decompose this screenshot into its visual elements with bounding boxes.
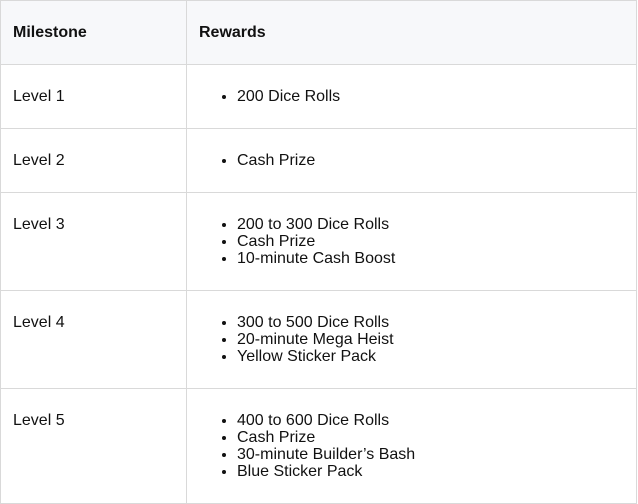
rewards-list: Cash Prize <box>199 152 624 169</box>
reward-item: 300 to 500 Dice Rolls <box>237 314 624 331</box>
rewards-list: 200 Dice Rolls <box>199 88 624 105</box>
table-row: Level 2 Cash Prize <box>0 128 637 193</box>
reward-item: Cash Prize <box>237 233 624 250</box>
reward-item: 200 to 300 Dice Rolls <box>237 216 624 233</box>
milestone-cell: Level 4 <box>0 290 187 389</box>
rewards-cell: 400 to 600 Dice RollsCash Prize30-minute… <box>186 388 637 504</box>
milestone-cell: Level 5 <box>0 388 187 504</box>
milestone-cell: Level 2 <box>0 128 187 193</box>
table-row: Level 5400 to 600 Dice RollsCash Prize30… <box>0 388 637 504</box>
table-row: Level 3200 to 300 Dice RollsCash Prize10… <box>0 192 637 291</box>
reward-item: 20-minute Mega Heist <box>237 331 624 348</box>
table-row: Level 4300 to 500 Dice Rolls20-minute Me… <box>0 290 637 389</box>
rewards-list: 200 to 300 Dice RollsCash Prize10-minute… <box>199 216 624 267</box>
rewards-list: 400 to 600 Dice RollsCash Prize30-minute… <box>199 412 624 480</box>
reward-item: 200 Dice Rolls <box>237 88 624 105</box>
table-header-row: Milestone Rewards <box>0 0 637 65</box>
rewards-list: 300 to 500 Dice Rolls20-minute Mega Heis… <box>199 314 624 365</box>
rewards-cell: Cash Prize <box>186 128 637 193</box>
reward-item: 10-minute Cash Boost <box>237 250 624 267</box>
rewards-cell: 300 to 500 Dice Rolls20-minute Mega Heis… <box>186 290 637 389</box>
table-row: Level 1 200 Dice Rolls <box>0 64 637 129</box>
reward-item: Blue Sticker Pack <box>237 463 624 480</box>
header-rewards: Rewards <box>186 0 637 65</box>
milestone-cell: Level 1 <box>0 64 187 129</box>
milestone-cell: Level 3 <box>0 192 187 291</box>
reward-item: Yellow Sticker Pack <box>237 348 624 365</box>
reward-item: 400 to 600 Dice Rolls <box>237 412 624 429</box>
reward-item: 30-minute Builder’s Bash <box>237 446 624 463</box>
header-milestone: Milestone <box>0 0 187 65</box>
reward-item: Cash Prize <box>237 429 624 446</box>
rewards-cell: 200 Dice Rolls <box>186 64 637 129</box>
rewards-cell: 200 to 300 Dice RollsCash Prize10-minute… <box>186 192 637 291</box>
reward-item: Cash Prize <box>237 152 624 169</box>
